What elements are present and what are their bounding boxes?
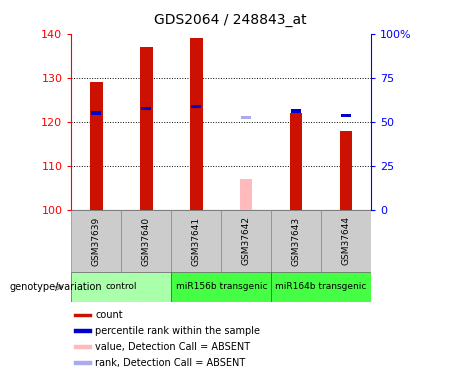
Text: GSM37642: GSM37642	[242, 216, 251, 266]
Bar	[241, 116, 251, 119]
Bar	[290, 113, 302, 210]
FancyBboxPatch shape	[221, 210, 271, 272]
FancyBboxPatch shape	[121, 210, 171, 272]
Text: percentile rank within the sample: percentile rank within the sample	[95, 326, 260, 336]
Text: count: count	[95, 310, 123, 321]
Bar	[75, 314, 92, 317]
Text: GDS2064 / 248843_at: GDS2064 / 248843_at	[154, 13, 307, 27]
FancyBboxPatch shape	[71, 272, 171, 302]
Text: miR164b transgenic: miR164b transgenic	[276, 282, 367, 291]
Bar	[291, 109, 301, 112]
Bar	[91, 111, 101, 115]
Text: control: control	[106, 282, 137, 291]
Bar	[240, 179, 253, 210]
Bar	[340, 131, 352, 210]
FancyBboxPatch shape	[71, 210, 121, 272]
Bar	[75, 362, 92, 365]
Bar	[191, 105, 201, 108]
Bar	[90, 82, 103, 210]
Bar	[75, 330, 92, 333]
FancyBboxPatch shape	[271, 210, 321, 272]
FancyBboxPatch shape	[171, 272, 271, 302]
Bar	[142, 107, 151, 110]
Bar	[75, 345, 92, 349]
Bar	[341, 114, 351, 117]
Text: GSM37639: GSM37639	[92, 216, 101, 266]
Text: GSM37644: GSM37644	[342, 216, 351, 266]
Text: GSM37641: GSM37641	[192, 216, 201, 266]
FancyBboxPatch shape	[321, 210, 371, 272]
Text: miR156b transgenic: miR156b transgenic	[176, 282, 267, 291]
Text: genotype/variation: genotype/variation	[9, 282, 102, 292]
Text: value, Detection Call = ABSENT: value, Detection Call = ABSENT	[95, 342, 250, 352]
Text: GSM37643: GSM37643	[292, 216, 301, 266]
FancyBboxPatch shape	[171, 210, 221, 272]
FancyBboxPatch shape	[271, 272, 371, 302]
Text: rank, Detection Call = ABSENT: rank, Detection Call = ABSENT	[95, 358, 246, 368]
Text: GSM37640: GSM37640	[142, 216, 151, 266]
Bar	[140, 47, 153, 210]
Bar	[190, 38, 202, 210]
